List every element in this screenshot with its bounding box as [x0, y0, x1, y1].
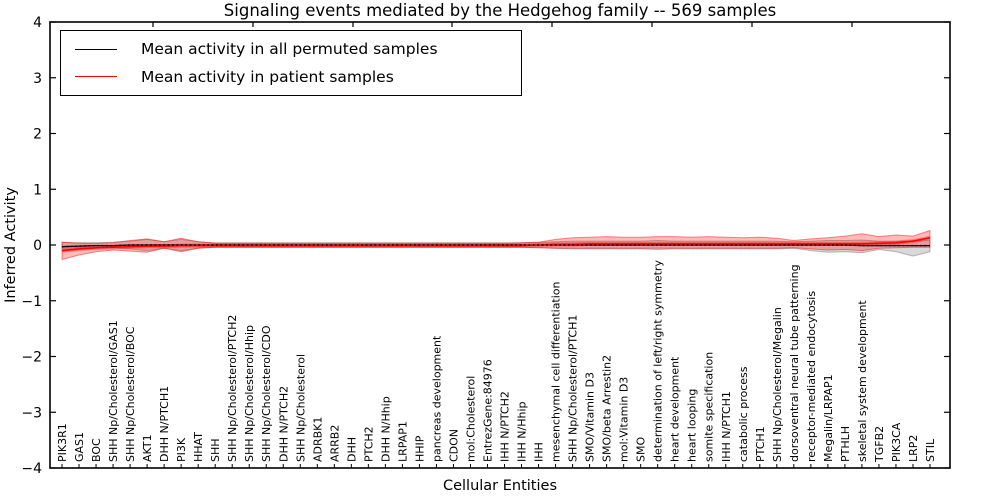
x-category-label: DHH — [345, 437, 358, 462]
x-category-label: PTHLH — [839, 426, 852, 462]
y-axis-label: Inferred Activity — [3, 187, 19, 303]
x-category-label: SHH Np/Cholesterol/CDO — [260, 325, 273, 462]
x-category-label: heart development — [669, 356, 682, 462]
y-tick-label: 0 — [33, 238, 42, 254]
x-category-label: LRP2 — [907, 435, 920, 462]
x-category-label: catabolic process — [737, 366, 750, 462]
x-category-label: PTCH1 — [754, 426, 767, 462]
x-category-label: mol:Vitamin D3 — [618, 377, 631, 462]
chart-title: Signaling events mediated by the Hedgeho… — [223, 1, 777, 20]
x-category-label: AKT1 — [141, 434, 154, 462]
x-axis-label: Cellular Entities — [443, 478, 557, 494]
legend-item-permuted: Mean activity in all permuted samples — [75, 40, 521, 58]
x-category-label: mesenchymal cell differentiation — [550, 281, 563, 462]
y-tick-label: 1 — [33, 182, 42, 198]
x-category-label: dorsoventral neural tube patterning — [788, 264, 801, 462]
x-category-label: SHH Np/Cholesterol/BOC — [124, 326, 137, 462]
y-tick-label: −2 — [21, 350, 42, 366]
legend: Mean activity in all permuted samples Me… — [60, 30, 522, 96]
x-category-label: pancreas development — [430, 335, 443, 462]
x-category-label: determination of left/right symmetry — [652, 260, 665, 462]
x-category-label: TGFB2 — [873, 426, 886, 463]
x-category-label: skeletal system development — [856, 300, 869, 462]
x-category-label: SHH Np/Cholesterol/GAS1 — [107, 320, 120, 462]
x-category-label: mol:Cholesterol — [465, 376, 478, 462]
permuted-mean-dotted-overlay — [61, 244, 930, 248]
x-category-label: heart looping — [686, 389, 699, 462]
x-category-label: receptor-mediated endocytosis — [805, 291, 818, 462]
x-category-label: somite specification — [703, 352, 716, 462]
x-category-label: ADRBK1 — [311, 417, 324, 462]
x-category-label: SMO/beta Arrestin2 — [601, 355, 614, 462]
y-tick-label: −4 — [21, 461, 42, 477]
y-tick-label: 2 — [33, 127, 42, 143]
x-category-label: DHH N/Hhip — [379, 396, 392, 462]
x-category-label: SMO — [635, 437, 648, 462]
x-category-label: GAS1 — [73, 432, 86, 462]
x-category-label: LRPAP1 — [396, 421, 409, 462]
x-category-label: DHH N/PTCH2 — [277, 386, 290, 462]
x-category-label: CDON — [448, 429, 461, 462]
x-category-label: IHH N/Hhip — [516, 401, 529, 462]
x-category-label: PIK3R1 — [56, 423, 69, 462]
x-category-label: HHAT — [192, 432, 205, 462]
legend-label-permuted: Mean activity in all permuted samples — [141, 40, 438, 59]
x-category-label: PI3K — [175, 437, 188, 462]
x-category-label: HHIP — [413, 435, 426, 462]
x-category-label: Megalin/LRPAP1 — [822, 374, 835, 462]
legend-label-patient: Mean activity in patient samples — [141, 67, 394, 86]
x-category-label: BOC — [90, 438, 103, 462]
patient-line-swatch — [75, 76, 117, 78]
legend-item-patient: Mean activity in patient samples — [75, 68, 521, 86]
permuted-line-swatch — [75, 48, 117, 50]
x-category-label: SHH Np/Cholesterol — [294, 354, 307, 462]
x-category-label: EntrezGene:84976 — [482, 359, 495, 462]
x-category-label: IHH N/PTCH1 — [720, 391, 733, 462]
x-category-label: IHH N/PTCH2 — [499, 391, 512, 462]
y-tick-label: 3 — [33, 71, 42, 87]
x-category-label: SHH Np/Cholesterol/PTCH1 — [567, 315, 580, 462]
y-tick-label: −3 — [21, 405, 42, 421]
x-category-label: ARRB2 — [328, 425, 341, 462]
patient-mean-line — [61, 237, 931, 252]
x-category-label: SHH Np/Cholesterol/Hhip — [243, 325, 256, 462]
x-category-label: IHH — [533, 442, 546, 462]
x-category-label: PTCH2 — [362, 426, 375, 462]
x-category-label: SMO/Vitamin D3 — [584, 372, 597, 462]
x-category-label: PIK3CA — [890, 422, 903, 462]
x-category-label: DHH N/PTCH1 — [158, 386, 171, 462]
x-category-label: STIL — [924, 438, 937, 462]
y-tick-label: 4 — [33, 15, 42, 31]
x-category-label: SHH Np/Cholesterol/PTCH2 — [226, 315, 239, 462]
y-tick-label: −1 — [21, 294, 42, 310]
x-category-label: SHH Np/Cholesterol/Megalin — [771, 307, 784, 462]
x-category-label: SHH — [209, 438, 222, 462]
